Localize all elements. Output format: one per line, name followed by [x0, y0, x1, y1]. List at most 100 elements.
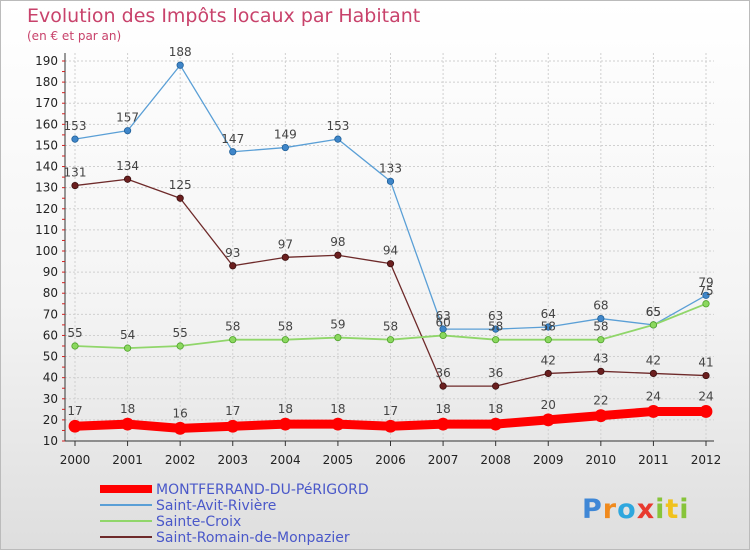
data-label: 75: [698, 284, 713, 298]
data-label: 98: [330, 235, 345, 249]
data-label: 55: [173, 326, 188, 340]
x-tick-label: 2012: [691, 453, 722, 467]
data-point: [226, 419, 240, 433]
y-tick-label: 150: [35, 138, 58, 152]
data-label: 36: [435, 366, 450, 380]
data-point: [439, 382, 447, 390]
data-point: [647, 405, 660, 418]
x-tick-label: 2009: [533, 453, 564, 467]
data-label: 18: [435, 402, 450, 416]
data-label: 188: [169, 45, 192, 59]
data-label: 60: [435, 315, 450, 329]
data-point: [229, 336, 237, 344]
x-tick-label: 2007: [428, 453, 459, 467]
y-tick-label: 160: [35, 117, 58, 131]
data-point: [278, 417, 292, 431]
data-point: [384, 419, 397, 433]
legend-label: Sainte-Croix: [156, 514, 241, 530]
data-point: [331, 417, 345, 431]
x-tick-label: 2000: [60, 453, 91, 467]
data-label: 153: [326, 119, 349, 133]
data-point: [334, 135, 342, 143]
data-point: [281, 143, 289, 152]
y-tick-label: 30: [43, 392, 58, 406]
data-point: [649, 369, 658, 378]
data-label: 157: [116, 111, 139, 125]
data-label: 94: [383, 244, 398, 258]
data-label: 42: [541, 353, 556, 367]
data-point: [649, 321, 658, 329]
data-label: 63: [435, 309, 450, 323]
data-point: [544, 336, 552, 344]
data-point: [386, 177, 395, 185]
data-label: 93: [225, 246, 240, 260]
data-label: 18: [330, 402, 345, 416]
x-tick-label: 2008: [480, 453, 511, 467]
data-label: 97: [278, 237, 293, 251]
data-point: [71, 135, 79, 143]
data-label: 125: [169, 178, 192, 192]
data-label: 17: [383, 404, 398, 418]
data-point: [597, 367, 605, 375]
legend-label: Saint-Romain-de-Monpazier: [156, 530, 350, 546]
data-label: 133: [379, 161, 402, 175]
data-point: [281, 253, 289, 261]
data-label: 58: [593, 320, 608, 334]
logo-letter: x: [637, 494, 655, 525]
data-label: 65: [646, 305, 661, 319]
x-tick-label: 2005: [323, 453, 354, 467]
data-point: [68, 419, 82, 433]
proxiti-logo: Proxiti: [582, 494, 690, 525]
data-point: [492, 336, 500, 344]
y-tick-label: 20: [43, 413, 58, 427]
data-point: [386, 260, 395, 268]
chart-subtitle: (en € et par an): [27, 29, 121, 43]
logo-letter: i: [655, 494, 665, 525]
data-point: [173, 421, 187, 435]
data-label: 22: [593, 394, 608, 408]
data-point: [176, 194, 184, 202]
data-label: 79: [698, 275, 713, 289]
chart-title: Evolution des Impôts locaux par Habitant: [27, 5, 420, 27]
data-label: 59: [330, 318, 345, 332]
x-tick-label: 2010: [586, 453, 617, 467]
legend-label: Saint-Avit-Rivière: [156, 498, 276, 514]
data-point: [334, 333, 342, 342]
y-tick-label: 10: [43, 434, 58, 448]
y-tick-label: 50: [43, 350, 58, 364]
logo-letter: o: [617, 494, 637, 525]
y-tick-label: 130: [35, 181, 58, 195]
data-label: 20: [541, 398, 556, 412]
data-label: 17: [225, 404, 240, 418]
y-tick-label: 70: [43, 307, 58, 321]
data-point: [334, 251, 342, 259]
data-point: [121, 417, 134, 431]
data-label: 65: [646, 305, 661, 319]
x-tick-label: 2006: [375, 453, 406, 467]
y-tick-label: 190: [35, 54, 58, 68]
data-point: [281, 336, 289, 344]
y-tick-label: 80: [43, 286, 58, 300]
data-point: [439, 331, 447, 340]
x-tick-label: 2001: [112, 453, 143, 467]
data-point: [489, 417, 503, 431]
logo-letter: P: [582, 494, 603, 525]
data-label: 18: [120, 402, 135, 416]
y-tick-label: 140: [35, 160, 58, 174]
data-label: 55: [67, 326, 82, 340]
data-label: 41: [698, 356, 713, 370]
data-point: [702, 371, 710, 380]
data-label: 24: [646, 389, 661, 403]
data-point: [71, 181, 79, 190]
y-tick-label: 60: [43, 328, 58, 342]
data-point: [229, 148, 237, 156]
data-point: [229, 262, 237, 270]
data-label: 68: [593, 299, 608, 313]
data-label: 58: [383, 320, 398, 334]
data-point: [594, 409, 608, 423]
data-label: 16: [173, 406, 188, 420]
x-tick-label: 2002: [165, 453, 196, 467]
y-tick-label: 100: [35, 244, 58, 258]
data-point: [492, 382, 500, 390]
